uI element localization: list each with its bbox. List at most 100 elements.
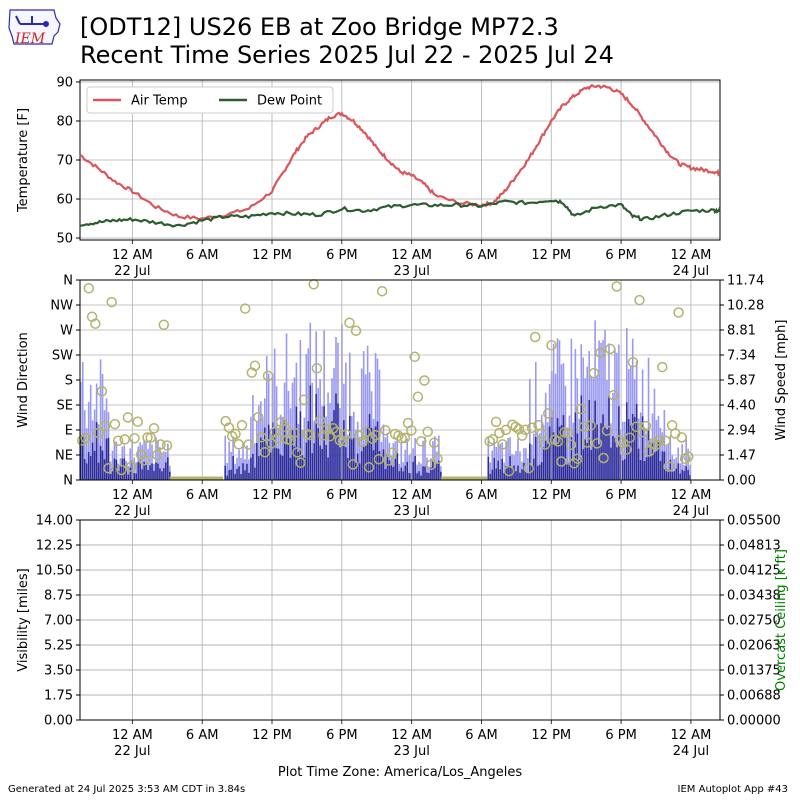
speed-bar [169,471,171,480]
gust-bar [533,433,535,480]
speed-bar [534,436,537,480]
x-tick-label: 6 PM [326,728,357,743]
direction-marker [132,416,143,427]
speed-bar [404,465,407,480]
speed-bar [315,393,318,480]
speed-bar [572,460,575,480]
y-tick-label: E [65,424,73,439]
direction-marker [516,430,528,441]
direction-marker [630,421,642,433]
gust-bar [305,354,308,480]
direction-marker [256,431,267,443]
legend-box [86,86,334,114]
gust-bar [519,451,521,480]
gust-bar [81,362,84,480]
speed-bar [234,473,236,480]
gust-bar [410,453,412,480]
speed-bar [143,461,145,480]
direction-marker [337,435,349,447]
speed-bar [592,423,594,480]
y-tick-label: 10.50 [36,564,73,579]
gust-bar [109,461,112,480]
y2-tick-label: 11.74 [727,274,764,289]
direction-marker [109,418,121,430]
speed-bar [261,440,264,480]
speed-bar [147,469,149,480]
speed-bar [558,426,561,480]
direction-marker [523,462,534,474]
speed-bar [382,449,385,480]
speed-bar [408,472,410,480]
gust-bar [242,442,244,480]
direction-marker [556,456,567,467]
direction-marker [637,426,648,438]
series-line-air-temp [79,83,721,221]
gust-bar [299,340,302,480]
speed-bar [111,467,114,480]
plot-frame [79,279,721,481]
gust-bar [434,436,436,480]
gust-bar [149,440,151,480]
gust-bar [631,338,634,480]
y-tick-label: 60 [56,193,73,208]
speed-bar [570,437,573,480]
app-label: IEM Autoplot App #43 [677,784,788,795]
speed-bar [281,455,284,480]
direction-marker [259,446,271,458]
speed-bar [416,473,418,480]
direction-marker [494,427,505,439]
gust-bar [358,436,361,480]
gust-bar [556,338,559,480]
speed-bar [378,451,381,480]
gust-bar [161,452,163,480]
speed-bar [584,439,587,480]
direction-marker [428,437,440,449]
gust-bar [570,338,573,480]
speed-bar [519,472,521,480]
direction-marker [526,422,538,433]
direction-marker [412,391,424,403]
direction-marker [575,403,587,415]
speed-bar [667,470,670,480]
speed-bar [651,442,654,480]
speed-bar [556,418,559,480]
speed-bar [544,440,547,480]
gust-bar [685,436,687,480]
speed-bar [410,473,412,480]
gust-bar [647,357,650,480]
direction-marker [122,412,134,423]
speed-bar [291,430,294,480]
gust-bar [151,444,153,480]
direction-marker [660,435,671,447]
speed-bar [661,451,664,480]
speed-bar [641,416,644,480]
speed-bar [289,457,292,480]
x-tick-label: 6 AM [186,488,219,503]
direction-marker [243,439,254,450]
speed-bar [165,462,167,480]
speed-bar [685,466,687,480]
x-tick-sublabel: 23 Jul [393,264,429,279]
direction-marker [399,432,411,444]
direction-marker [487,434,499,445]
speed-bar [432,461,434,480]
speed-bar [236,468,238,480]
speed-bar [319,445,321,480]
direction-marker [634,294,645,306]
speed-bar [657,440,660,480]
speed-bar [536,465,539,480]
gust-bar [101,374,104,480]
speed-bar [523,462,525,480]
gust-bar [129,448,132,480]
x-tick-label: 12 AM [112,488,153,503]
speed-bar [275,448,278,480]
speed-bar [515,471,517,480]
gust-bar [230,451,232,480]
speed-bar [244,470,246,480]
gust-bar [489,462,492,480]
speed-bar [655,451,658,480]
x-tick-label: 6 AM [465,488,498,503]
speed-bar [426,472,428,480]
gust-bar [491,450,494,480]
direction-marker [510,421,521,433]
